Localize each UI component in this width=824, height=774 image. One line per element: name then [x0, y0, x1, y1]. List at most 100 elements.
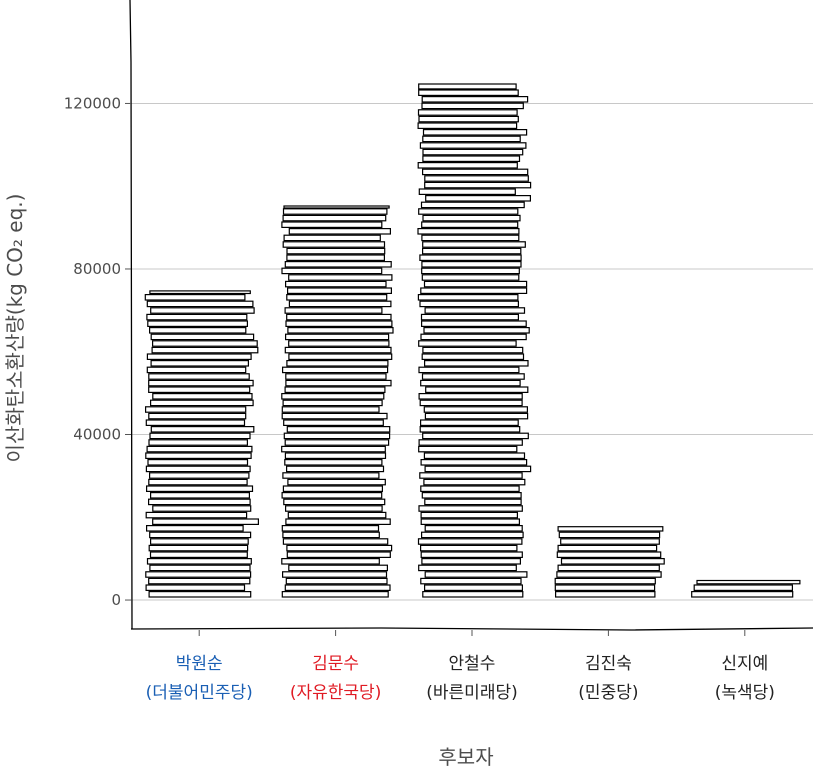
bar-segment — [286, 294, 388, 301]
bar-segment — [418, 564, 517, 572]
bar-segment — [423, 478, 526, 486]
x-tick-label-name: 김문수 — [312, 654, 359, 674]
bar-segment — [147, 320, 249, 328]
bar-segment — [284, 584, 391, 592]
bar-segment — [421, 274, 520, 281]
bar-segment — [284, 439, 390, 446]
bar-segment — [288, 274, 393, 281]
bar-segment — [282, 208, 388, 215]
bar-segment — [420, 379, 521, 387]
bar-segment — [286, 465, 385, 473]
bar-segment — [424, 360, 529, 367]
bar-segment — [422, 148, 524, 156]
bar-segment — [284, 346, 392, 354]
bar-segment — [693, 584, 794, 592]
y-axis-title: 이산화탄소환산량(kg CO₂ eq.) — [3, 194, 27, 463]
bar-segment — [422, 432, 529, 440]
x-axis-title: 후보자 — [438, 745, 493, 769]
bar-segment — [284, 459, 383, 466]
bar-segment — [422, 155, 521, 163]
bar-segment — [422, 247, 522, 255]
bar-segment — [418, 188, 516, 196]
bar-segment — [150, 333, 255, 341]
bar-segment — [418, 445, 518, 453]
bar — [281, 205, 394, 598]
bar-segment — [282, 538, 389, 545]
x-tick-labels: 박원순 (더불어민주당) 김문수 (자유한국당) 안철수 (바른미래당) 김진숙 (민중당) 신… — [146, 630, 775, 703]
bar-segment — [417, 109, 518, 116]
bar-segment — [149, 551, 248, 559]
y-tick-label: 40000 — [73, 426, 121, 444]
bar-segment — [422, 129, 528, 136]
bar-segment — [148, 439, 249, 446]
bar-segment — [282, 472, 380, 479]
bar-segment — [152, 393, 253, 400]
y-tick-labels: 0 40000 80000 120000 — [64, 94, 131, 609]
bar-segment — [417, 122, 518, 130]
bar-segment — [556, 551, 662, 559]
bar-segment — [691, 590, 794, 598]
axes — [129, 0, 814, 631]
bar-segment — [282, 485, 383, 493]
bar-segment — [421, 221, 519, 229]
bar-segment — [424, 412, 529, 420]
bar-segment — [287, 287, 393, 295]
bar-segment — [421, 531, 524, 539]
bar-segment — [149, 290, 251, 295]
bar-segment — [285, 505, 383, 512]
bar-segment — [281, 524, 380, 532]
bar-segment — [285, 518, 391, 526]
bar-segment — [281, 557, 380, 565]
bar — [144, 290, 259, 598]
bar-segment — [557, 526, 664, 532]
bar-segment — [150, 360, 250, 367]
x-tick-label-name: 김진숙 — [585, 654, 632, 674]
x-tick-label-party: (더불어민주당) — [146, 683, 253, 703]
bar-segment — [558, 531, 661, 539]
bar-segment — [149, 472, 250, 479]
bar-segment — [418, 439, 523, 446]
bar-segment — [282, 241, 386, 248]
bar-segment — [419, 254, 522, 262]
bar-segment — [287, 511, 387, 519]
bar-segment — [425, 386, 529, 394]
bar-segment — [285, 577, 388, 585]
bar-segment — [554, 584, 656, 592]
bar-segment — [148, 412, 247, 420]
bar-segment — [417, 538, 523, 545]
bar-segment — [419, 399, 523, 407]
bar-segment — [287, 478, 386, 486]
bar-segment — [288, 340, 390, 347]
bar-segment — [149, 432, 251, 440]
bar-segment — [149, 564, 251, 572]
bar-segment — [147, 459, 249, 466]
bar-segment — [556, 571, 662, 578]
bar-segment — [418, 340, 517, 347]
bar-segment — [145, 571, 252, 578]
bar-segment — [146, 313, 248, 321]
bar-segment — [420, 419, 519, 427]
y-tick-label: 0 — [111, 591, 121, 609]
bar-segment — [420, 485, 520, 493]
bar-segment — [149, 531, 252, 539]
bar-segment — [284, 307, 383, 314]
bar-segment — [146, 300, 254, 308]
bar-segment — [144, 294, 246, 301]
bar-segment — [424, 498, 522, 506]
bar-segment — [420, 459, 528, 466]
bar-segment — [423, 452, 526, 460]
bar-segment — [554, 577, 656, 585]
bar-segment — [281, 393, 385, 400]
bar-segment — [424, 571, 528, 578]
bar-segment — [422, 346, 524, 354]
bar-segment — [288, 300, 392, 308]
x-tick-label-name: 안철수 — [449, 654, 496, 674]
bar-segment — [421, 373, 525, 380]
bar-segment — [421, 320, 527, 328]
bar-segment — [421, 492, 522, 499]
bar-segment — [150, 426, 255, 433]
bar-segment — [557, 564, 660, 572]
bar-segment — [418, 89, 519, 97]
bar-segment — [152, 340, 258, 347]
bar-segment — [281, 267, 383, 275]
